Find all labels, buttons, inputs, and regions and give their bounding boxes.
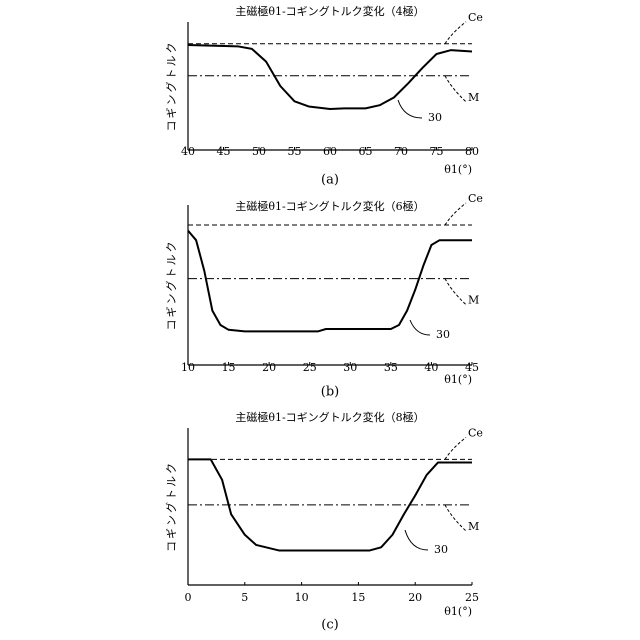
series-label: 30 bbox=[434, 543, 448, 556]
x-tick-label: 20 bbox=[262, 361, 276, 374]
leader-line bbox=[445, 76, 466, 102]
leader-line bbox=[398, 100, 422, 118]
x-tick-label: 0 bbox=[185, 591, 192, 604]
x-tick-label: 45 bbox=[217, 145, 231, 158]
x-tick-label: 25 bbox=[465, 591, 479, 604]
leader-line bbox=[405, 530, 428, 550]
x-axis-label: θ1(°) bbox=[444, 163, 472, 176]
x-tick-label: 40 bbox=[424, 361, 438, 374]
caption: (a) bbox=[321, 173, 339, 188]
series-label: 30 bbox=[428, 111, 442, 124]
x-tick-label: 10 bbox=[181, 361, 195, 374]
reference-label: Ce bbox=[468, 192, 483, 205]
x-axis-label: θ1(°) bbox=[444, 605, 472, 618]
x-tick-label: 50 bbox=[252, 145, 266, 158]
series-label: 30 bbox=[436, 328, 450, 341]
y-axis-label: コギングトルク bbox=[164, 41, 178, 132]
x-tick-label: 15 bbox=[351, 591, 365, 604]
x-tick-label: 80 bbox=[465, 145, 479, 158]
x-tick-label: 10 bbox=[295, 591, 309, 604]
x-tick-label: 20 bbox=[408, 591, 422, 604]
curve bbox=[188, 45, 472, 109]
x-tick-label: 15 bbox=[222, 361, 236, 374]
y-axis-label: コギングトルク bbox=[164, 461, 178, 552]
reference-label: M bbox=[468, 91, 479, 104]
x-tick-label: 25 bbox=[303, 361, 317, 374]
chart-title: 主磁極θ1-コギングトルク変化（4極） bbox=[235, 4, 424, 18]
leader-line bbox=[445, 279, 466, 305]
y-axis-label: コギングトルク bbox=[164, 240, 178, 331]
caption: (b) bbox=[321, 385, 339, 400]
reference-label: Ce bbox=[468, 11, 483, 24]
figure: 主磁極θ1-コギングトルク変化（4極）コギングトルクθ1(°)(a)404550… bbox=[0, 0, 640, 640]
chart-title: 主磁極θ1-コギングトルク変化（6極） bbox=[235, 199, 424, 213]
leader-line bbox=[445, 203, 466, 225]
x-tick-label: 55 bbox=[288, 145, 302, 158]
x-tick-label: 60 bbox=[323, 145, 337, 158]
x-axis-label: θ1(°) bbox=[444, 373, 472, 386]
chart-title: 主磁極θ1-コギングトルク変化（8極） bbox=[235, 410, 424, 424]
x-tick-label: 35 bbox=[384, 361, 398, 374]
leader-line bbox=[445, 505, 466, 531]
x-tick-label: 40 bbox=[181, 145, 195, 158]
x-tick-label: 70 bbox=[394, 145, 408, 158]
x-tick-label: 45 bbox=[465, 361, 479, 374]
x-tick-label: 65 bbox=[359, 145, 373, 158]
reference-label: Ce bbox=[468, 426, 483, 439]
leader-line bbox=[410, 320, 430, 335]
leader-line bbox=[445, 22, 466, 44]
reference-label: M bbox=[468, 520, 479, 533]
leader-line bbox=[445, 437, 466, 459]
reference-label: M bbox=[468, 294, 479, 307]
x-tick-label: 75 bbox=[430, 145, 444, 158]
x-tick-label: 5 bbox=[241, 591, 248, 604]
curve bbox=[188, 231, 472, 332]
x-tick-label: 30 bbox=[343, 361, 357, 374]
caption: (c) bbox=[321, 618, 338, 633]
